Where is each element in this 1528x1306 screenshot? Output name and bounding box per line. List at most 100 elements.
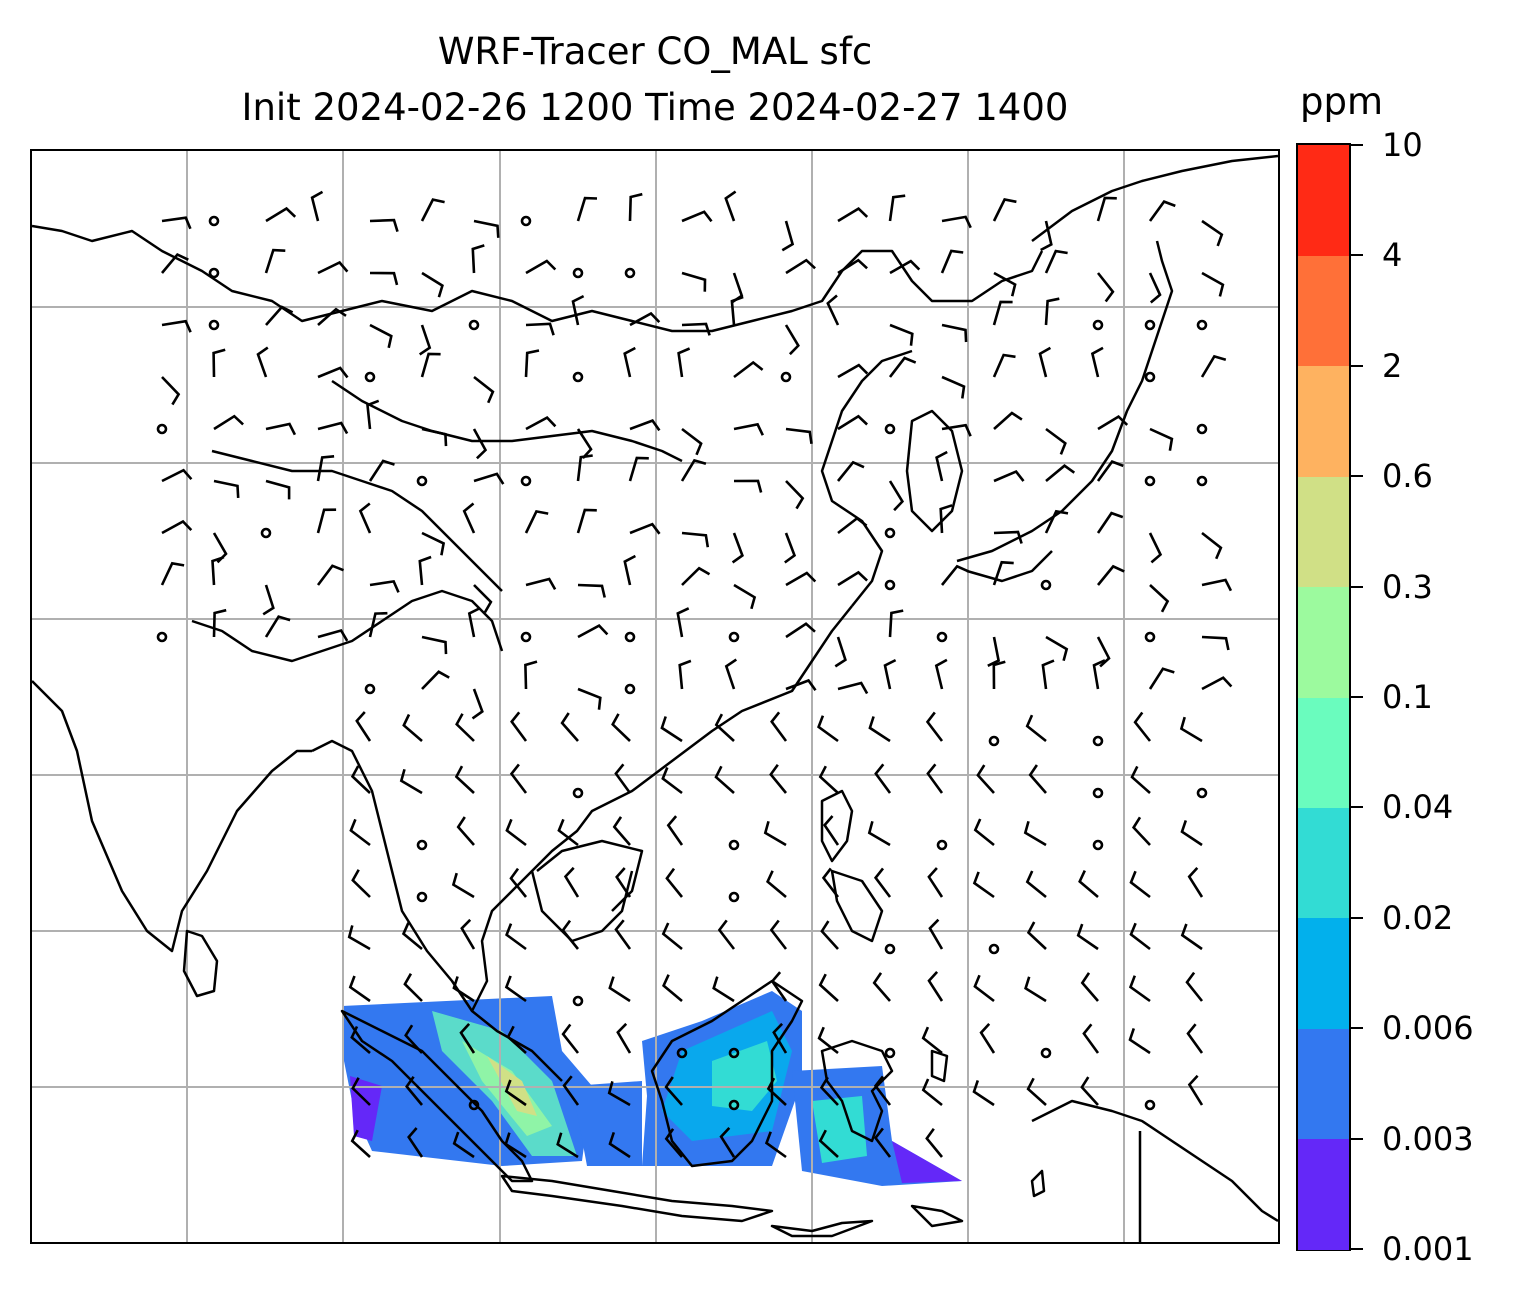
wind-barb xyxy=(973,974,995,1003)
wind-barb xyxy=(561,919,580,950)
wind-barb xyxy=(576,508,597,534)
colorbar-segment xyxy=(1298,586,1349,698)
wind-barb xyxy=(473,584,493,614)
wind-barb xyxy=(616,1022,632,1054)
colorbar-segment xyxy=(1298,807,1349,919)
wind-barb xyxy=(459,1023,476,1054)
wind-barb xyxy=(992,660,1006,690)
wind-barb xyxy=(262,584,275,616)
wind-barb xyxy=(1096,636,1111,668)
colorbar-tick xyxy=(1351,254,1363,257)
wind-barb xyxy=(350,765,371,794)
wind-barb xyxy=(1129,922,1151,951)
calm-wind-circle xyxy=(780,371,792,383)
calm-wind-circle xyxy=(1040,579,1052,591)
wind-barb xyxy=(563,866,580,898)
wind-barb xyxy=(681,271,707,292)
wind-barb xyxy=(317,307,347,326)
wind-barb xyxy=(347,925,371,951)
wind-barb xyxy=(454,765,475,794)
wind-barb xyxy=(873,1075,892,1106)
wind-barb xyxy=(1185,971,1204,1002)
wind-barb xyxy=(607,1081,631,1107)
colorbar xyxy=(1296,143,1351,1251)
wind-barb xyxy=(1180,923,1203,951)
wind-barb xyxy=(161,376,181,406)
wind-barb xyxy=(664,1076,683,1106)
wind-barb xyxy=(888,194,906,222)
colorbar-segment xyxy=(1298,917,1349,1029)
wind-barb xyxy=(1187,1074,1204,1106)
wind-barb xyxy=(1148,200,1176,222)
wind-barb xyxy=(681,566,711,586)
calm-wind-circle xyxy=(1144,475,1156,487)
calm-wind-circle xyxy=(728,839,740,851)
wind-barb xyxy=(473,219,500,238)
calm-wind-circle xyxy=(728,1047,740,1059)
wind-barb xyxy=(766,1077,787,1106)
wind-barb xyxy=(662,974,683,1002)
wind-barb xyxy=(770,711,788,742)
wind-barb xyxy=(629,311,661,327)
wind-barb xyxy=(730,295,744,326)
wind-barb xyxy=(873,867,892,898)
wind-barb xyxy=(524,509,549,534)
wind-barb xyxy=(349,818,371,847)
wind-barb xyxy=(317,628,349,642)
wind-barb xyxy=(614,763,632,794)
colorbar-tick-label: 0.003 xyxy=(1382,1119,1474,1158)
wind-barb xyxy=(628,192,643,222)
colorbar-tick xyxy=(1351,916,1363,919)
calm-wind-circle xyxy=(624,267,636,279)
calm-wind-circle xyxy=(728,1099,740,1111)
wind-barb xyxy=(1082,1023,1100,1054)
wind-barb xyxy=(629,419,661,432)
wind-barb xyxy=(785,480,805,510)
wind-barb xyxy=(612,816,631,846)
wind-barb xyxy=(561,1023,580,1054)
wind-barb xyxy=(717,919,736,950)
wind-barb xyxy=(452,976,475,1003)
coastlines xyxy=(32,154,1278,1242)
wind-barb xyxy=(264,248,286,274)
wind-barb xyxy=(681,322,711,336)
wind-barb xyxy=(972,1079,995,1107)
wind-barb xyxy=(1080,1076,1099,1106)
wind-barb xyxy=(921,1078,943,1107)
wind-barb xyxy=(265,206,297,223)
wind-barb xyxy=(316,455,335,482)
wind-barb xyxy=(822,815,840,846)
wind-barb xyxy=(1028,764,1047,794)
wind-barb xyxy=(820,920,839,950)
colorbar-tick-label: 0.006 xyxy=(1382,1009,1474,1048)
wind-barb xyxy=(1097,414,1129,431)
wind-barb xyxy=(664,1128,683,1158)
wind-barb xyxy=(161,519,193,535)
wind-barb xyxy=(772,1022,788,1054)
calm-wind-circle xyxy=(884,579,896,591)
calm-wind-circle xyxy=(1144,1099,1156,1111)
wind-barbs xyxy=(156,190,1233,1159)
colorbar-segment xyxy=(1298,255,1349,367)
wind-barb xyxy=(577,623,609,639)
colorbar-tick-label: 10 xyxy=(1382,126,1423,164)
calm-wind-circle xyxy=(1092,319,1104,331)
wind-barb xyxy=(785,571,817,587)
wind-barb xyxy=(1044,509,1069,534)
wind-barb xyxy=(562,1075,580,1106)
wind-barb xyxy=(733,360,764,379)
wind-barb xyxy=(212,608,227,638)
wind-barb xyxy=(1096,511,1124,534)
tracer-shading xyxy=(342,991,962,1186)
wind-barb xyxy=(421,427,448,447)
calm-wind-circle xyxy=(936,631,948,643)
wind-barb xyxy=(455,713,475,742)
wind-barb xyxy=(818,765,839,794)
wind-barb xyxy=(781,220,795,252)
wind-barb xyxy=(836,460,865,482)
wind-barb xyxy=(369,323,393,349)
wind-barb xyxy=(941,375,966,399)
wind-barb xyxy=(160,561,185,586)
map-canvas xyxy=(32,151,1278,1242)
calm-wind-circle xyxy=(520,631,532,643)
